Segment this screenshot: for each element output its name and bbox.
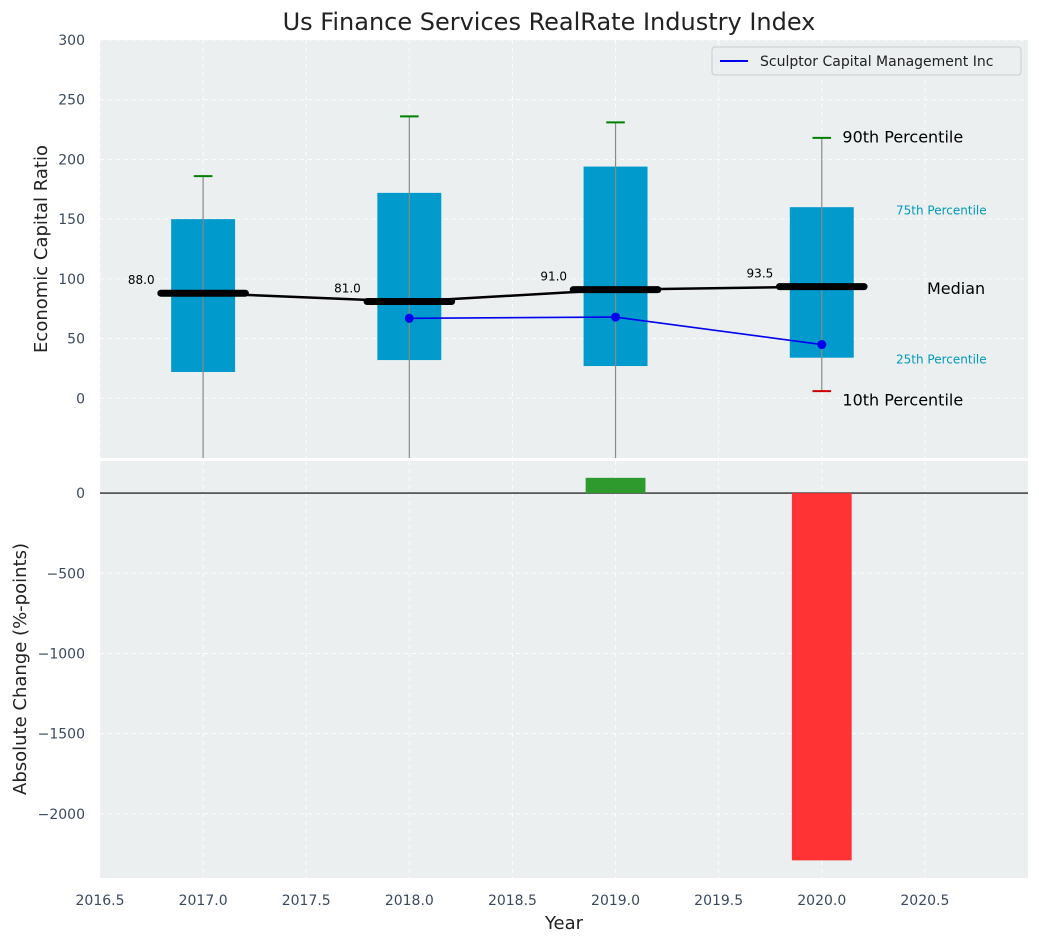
annotation-p75: 75th Percentile [896, 203, 987, 217]
y-tick-label: 250 [58, 93, 85, 109]
y-tick-label: 50 [67, 332, 85, 348]
x-tick-label: 2017.0 [179, 893, 228, 909]
median-label: 91.0 [540, 270, 567, 284]
change-bars [100, 477, 1028, 861]
chart-title: Us Finance Services RealRate Industry In… [283, 8, 816, 36]
top-plot-area [100, 40, 1028, 458]
x-tick-label: 2018.5 [488, 893, 537, 909]
bottom-y-ticks: 0 −500 −1000 −1500 −2000 [38, 486, 85, 823]
median-label: 81.0 [334, 282, 361, 296]
x-tick-label: 2018.0 [385, 893, 434, 909]
top-y-ticks: 0 50 100 150 200 250 300 [58, 33, 85, 407]
bottom-plot-area [100, 461, 1028, 878]
y-tick-label: −500 [47, 566, 85, 582]
box-2018: 81.0 [334, 115, 456, 458]
x-tick-label: 2016.5 [76, 893, 125, 909]
company-series [404, 312, 827, 350]
change-bar-2020 [791, 493, 852, 861]
x-ticks: 2016.5 2017.0 2017.5 2018.0 2018.5 2019.0 2019… [76, 893, 950, 909]
median-label: 88.0 [128, 273, 155, 287]
legend-label: Sculptor Capital Management Inc [760, 54, 993, 70]
change-bar-2019 [585, 477, 646, 494]
annotation-p10: 10th Percentile [842, 390, 963, 409]
series-point [404, 313, 414, 323]
bottom-y-axis-title: Absolute Change (%-points) [10, 543, 31, 795]
x-axis-title: Year [544, 913, 584, 934]
x-tick-label: 2020.5 [900, 893, 949, 909]
y-tick-label: 100 [58, 272, 85, 288]
annotation-p90: 90th Percentile [842, 128, 963, 147]
legend-box [711, 46, 1022, 76]
y-tick-label: −2000 [38, 807, 85, 823]
y-tick-label: 0 [76, 486, 85, 502]
series-point [817, 340, 827, 350]
y-tick-label: 150 [58, 212, 85, 228]
median-line [203, 285, 822, 303]
top-y-axis-title: Economic Capital Ratio [31, 145, 52, 353]
x-tick-label: 2019.5 [694, 893, 743, 909]
y-tick-label: −1500 [38, 727, 85, 743]
legend: Sculptor Capital Management Inc [711, 46, 1022, 76]
x-tick-label: 2017.5 [282, 893, 331, 909]
series-point [611, 312, 621, 322]
annotation-median: Median [927, 279, 985, 298]
percentile-annotations: 90th Percentile 75th Percentile Median 25th… [842, 128, 986, 410]
y-tick-label: 300 [58, 33, 85, 49]
x-tick-label: 2019.0 [591, 893, 640, 909]
x-tick-label: 2020.0 [797, 893, 846, 909]
box-2020: 93.5 [747, 136, 868, 393]
box-plots: 88.0 81.0 91.0 93.5 [128, 115, 868, 458]
y-tick-label: 200 [58, 152, 85, 168]
annotation-p25: 25th Percentile [896, 353, 987, 367]
y-tick-label: −1000 [38, 646, 85, 662]
y-tick-label: 0 [76, 391, 85, 407]
median-label: 93.5 [747, 267, 774, 281]
